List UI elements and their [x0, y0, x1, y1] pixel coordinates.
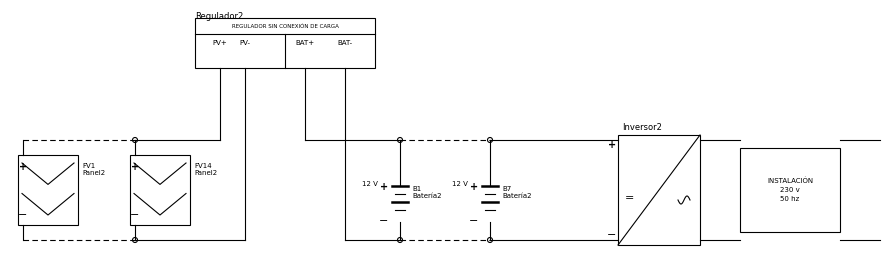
Text: −: −: [131, 210, 139, 220]
Bar: [618, 135, 700, 245]
Text: +: +: [608, 140, 616, 150]
Text: +: +: [380, 182, 388, 192]
Text: B7
Batería2: B7 Batería2: [502, 186, 532, 199]
Text: −: −: [18, 210, 28, 220]
Text: PV+: PV+: [213, 40, 227, 46]
Text: =: =: [625, 193, 635, 203]
Bar: [18, 155, 78, 225]
Text: PV-: PV-: [240, 40, 250, 46]
Text: BAT-: BAT-: [337, 40, 352, 46]
Text: FV14
Panel2: FV14 Panel2: [194, 163, 217, 176]
Text: REGULADOR SIN CONEXIÓN DE CARGA: REGULADOR SIN CONEXIÓN DE CARGA: [232, 24, 339, 28]
Text: FV1
Panel2: FV1 Panel2: [82, 163, 105, 176]
Text: −: −: [379, 216, 388, 226]
Text: INSTALACIÓN
230 v
50 hz: INSTALACIÓN 230 v 50 hz: [767, 178, 813, 202]
Bar: [130, 155, 190, 225]
Text: +: +: [131, 162, 139, 172]
Text: 12 V: 12 V: [362, 181, 378, 187]
Text: B1
Batería2: B1 Batería2: [412, 186, 442, 199]
Text: Inversor2: Inversor2: [622, 123, 662, 132]
Text: 12 V: 12 V: [452, 181, 468, 187]
Text: Regulador2: Regulador2: [195, 12, 243, 21]
Text: −: −: [468, 216, 478, 226]
Text: −: −: [607, 230, 617, 240]
Bar: [740, 148, 840, 232]
Text: +: +: [470, 182, 478, 192]
Text: +: +: [19, 162, 27, 172]
Bar: [195, 18, 375, 68]
Text: BAT+: BAT+: [295, 40, 315, 46]
